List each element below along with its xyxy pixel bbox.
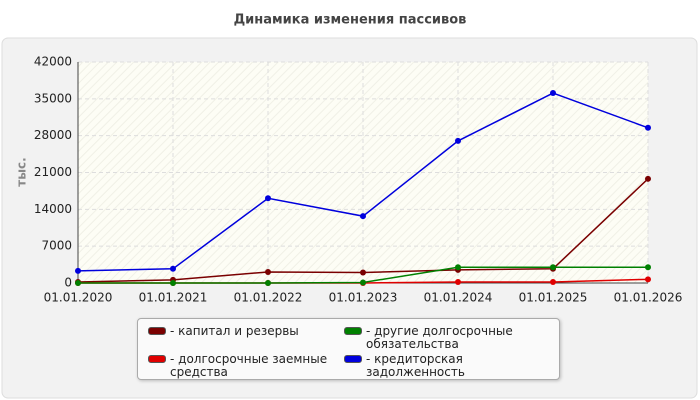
data-point bbox=[360, 213, 366, 220]
data-point bbox=[360, 269, 366, 276]
x-tick-label: 01.01.2020 bbox=[44, 291, 113, 305]
legend-label: - долгосрочные заемные средства bbox=[170, 352, 328, 379]
data-point bbox=[170, 280, 176, 286]
legend-label: - капитал и резервы bbox=[170, 324, 299, 338]
y-axis-label: тыс. bbox=[15, 157, 29, 186]
legend-swatch bbox=[344, 355, 362, 363]
x-tick-label: 01.01.2022 bbox=[234, 291, 303, 305]
legend-item: - капитал и резервы bbox=[148, 325, 344, 351]
y-tick-label: 42000 bbox=[34, 55, 72, 69]
data-point bbox=[75, 280, 81, 286]
data-point bbox=[645, 124, 651, 131]
data-point bbox=[265, 268, 271, 275]
x-tick-label: 01.01.2025 bbox=[519, 291, 588, 305]
y-tick-label: 21000 bbox=[34, 165, 72, 179]
legend-label: - другие долгосрочные обязательства bbox=[366, 324, 513, 351]
legend-swatch bbox=[148, 355, 166, 363]
chart-title: Динамика изменения пассивов bbox=[234, 13, 467, 28]
data-point bbox=[170, 265, 176, 272]
x-tick-label: 01.01.2023 bbox=[329, 291, 398, 305]
data-point bbox=[455, 278, 461, 285]
y-tick-label: 28000 bbox=[34, 128, 72, 142]
x-tick-label: 01.01.2024 bbox=[424, 291, 493, 305]
data-point bbox=[265, 280, 271, 286]
data-point bbox=[645, 264, 651, 271]
data-point bbox=[360, 279, 366, 286]
x-tick-label: 01.01.2021 bbox=[139, 291, 208, 305]
legend-item: - кредиторская задолженность bbox=[344, 353, 554, 379]
y-tick-label: 35000 bbox=[34, 91, 72, 105]
data-point bbox=[550, 90, 556, 97]
data-point bbox=[265, 195, 271, 202]
y-tick-label: 14000 bbox=[34, 202, 72, 216]
legend-swatch bbox=[148, 327, 166, 335]
legend-item: - другие долгосрочные обязательства bbox=[344, 325, 554, 351]
legend-swatch bbox=[344, 327, 362, 335]
y-tick-label: 0 bbox=[64, 276, 72, 290]
data-point bbox=[455, 137, 461, 144]
legend-item: - долгосрочные заемные средства bbox=[148, 353, 344, 379]
data-point bbox=[455, 264, 461, 271]
x-tick-label: 01.01.2026 bbox=[614, 291, 683, 305]
legend-label: - кредиторская задолженность bbox=[366, 352, 465, 379]
y-tick-label: 7000 bbox=[41, 239, 72, 253]
data-point bbox=[645, 276, 651, 283]
data-point bbox=[645, 175, 651, 182]
data-point bbox=[550, 264, 556, 271]
data-point bbox=[75, 267, 81, 274]
data-point bbox=[550, 278, 556, 285]
legend: - капитал и резервы - долгосрочные заемны… bbox=[137, 318, 560, 380]
